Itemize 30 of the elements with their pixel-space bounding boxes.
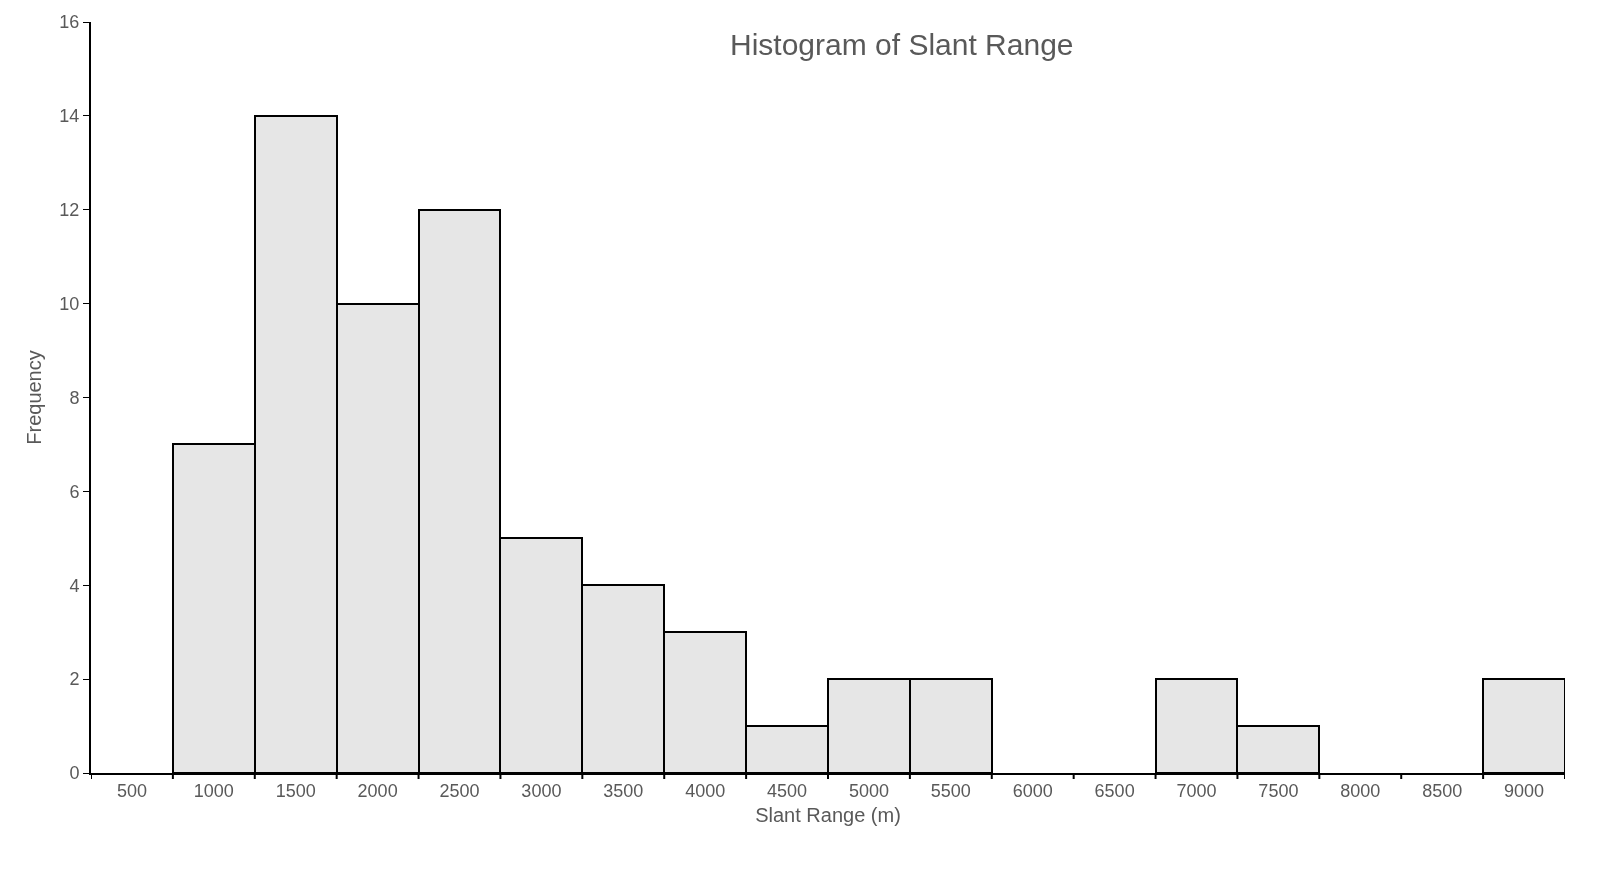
x-tick-label: 4500 (767, 780, 808, 801)
x-tick-label: 7000 (1176, 780, 1217, 801)
x-tick-label: 5500 (930, 780, 971, 801)
x-tick-label: 3000 (521, 780, 562, 801)
x-tick-label: 6000 (1012, 780, 1053, 801)
y-tick-label: 10 (59, 293, 80, 314)
x-tick-label: 4000 (685, 780, 726, 801)
x-tick-label: 1500 (275, 780, 316, 801)
x-tick-label: 3500 (603, 780, 644, 801)
x-tick-label: 1000 (193, 780, 234, 801)
y-axis-title: Frequency (23, 350, 46, 445)
y-tick-label: 16 (59, 12, 80, 33)
y-tick-label: 0 (69, 763, 80, 784)
y-tick-label: 14 (59, 106, 80, 127)
x-tick-label: 5000 (848, 780, 889, 801)
x-tick-label: 8500 (1422, 780, 1463, 801)
x-tick-label: 8000 (1340, 780, 1381, 801)
x-tick-label: 6500 (1094, 780, 1135, 801)
x-tick-label: 2000 (357, 780, 398, 801)
chart-title: Histogram of Slant Range (730, 28, 1074, 61)
x-tick-label: 500 (116, 780, 147, 801)
x-tick-label: 7500 (1258, 780, 1299, 801)
y-tick-label: 2 (69, 669, 80, 690)
y-tick-label: 6 (69, 481, 80, 502)
y-tick-label: 12 (59, 200, 80, 221)
x-axis-title: Slant Range (m) (755, 803, 901, 826)
y-tick-label: 8 (69, 387, 80, 408)
x-tick-label: 9000 (1504, 780, 1545, 801)
x-tick-label: 2500 (439, 780, 480, 801)
y-tick-label: 4 (69, 575, 80, 596)
